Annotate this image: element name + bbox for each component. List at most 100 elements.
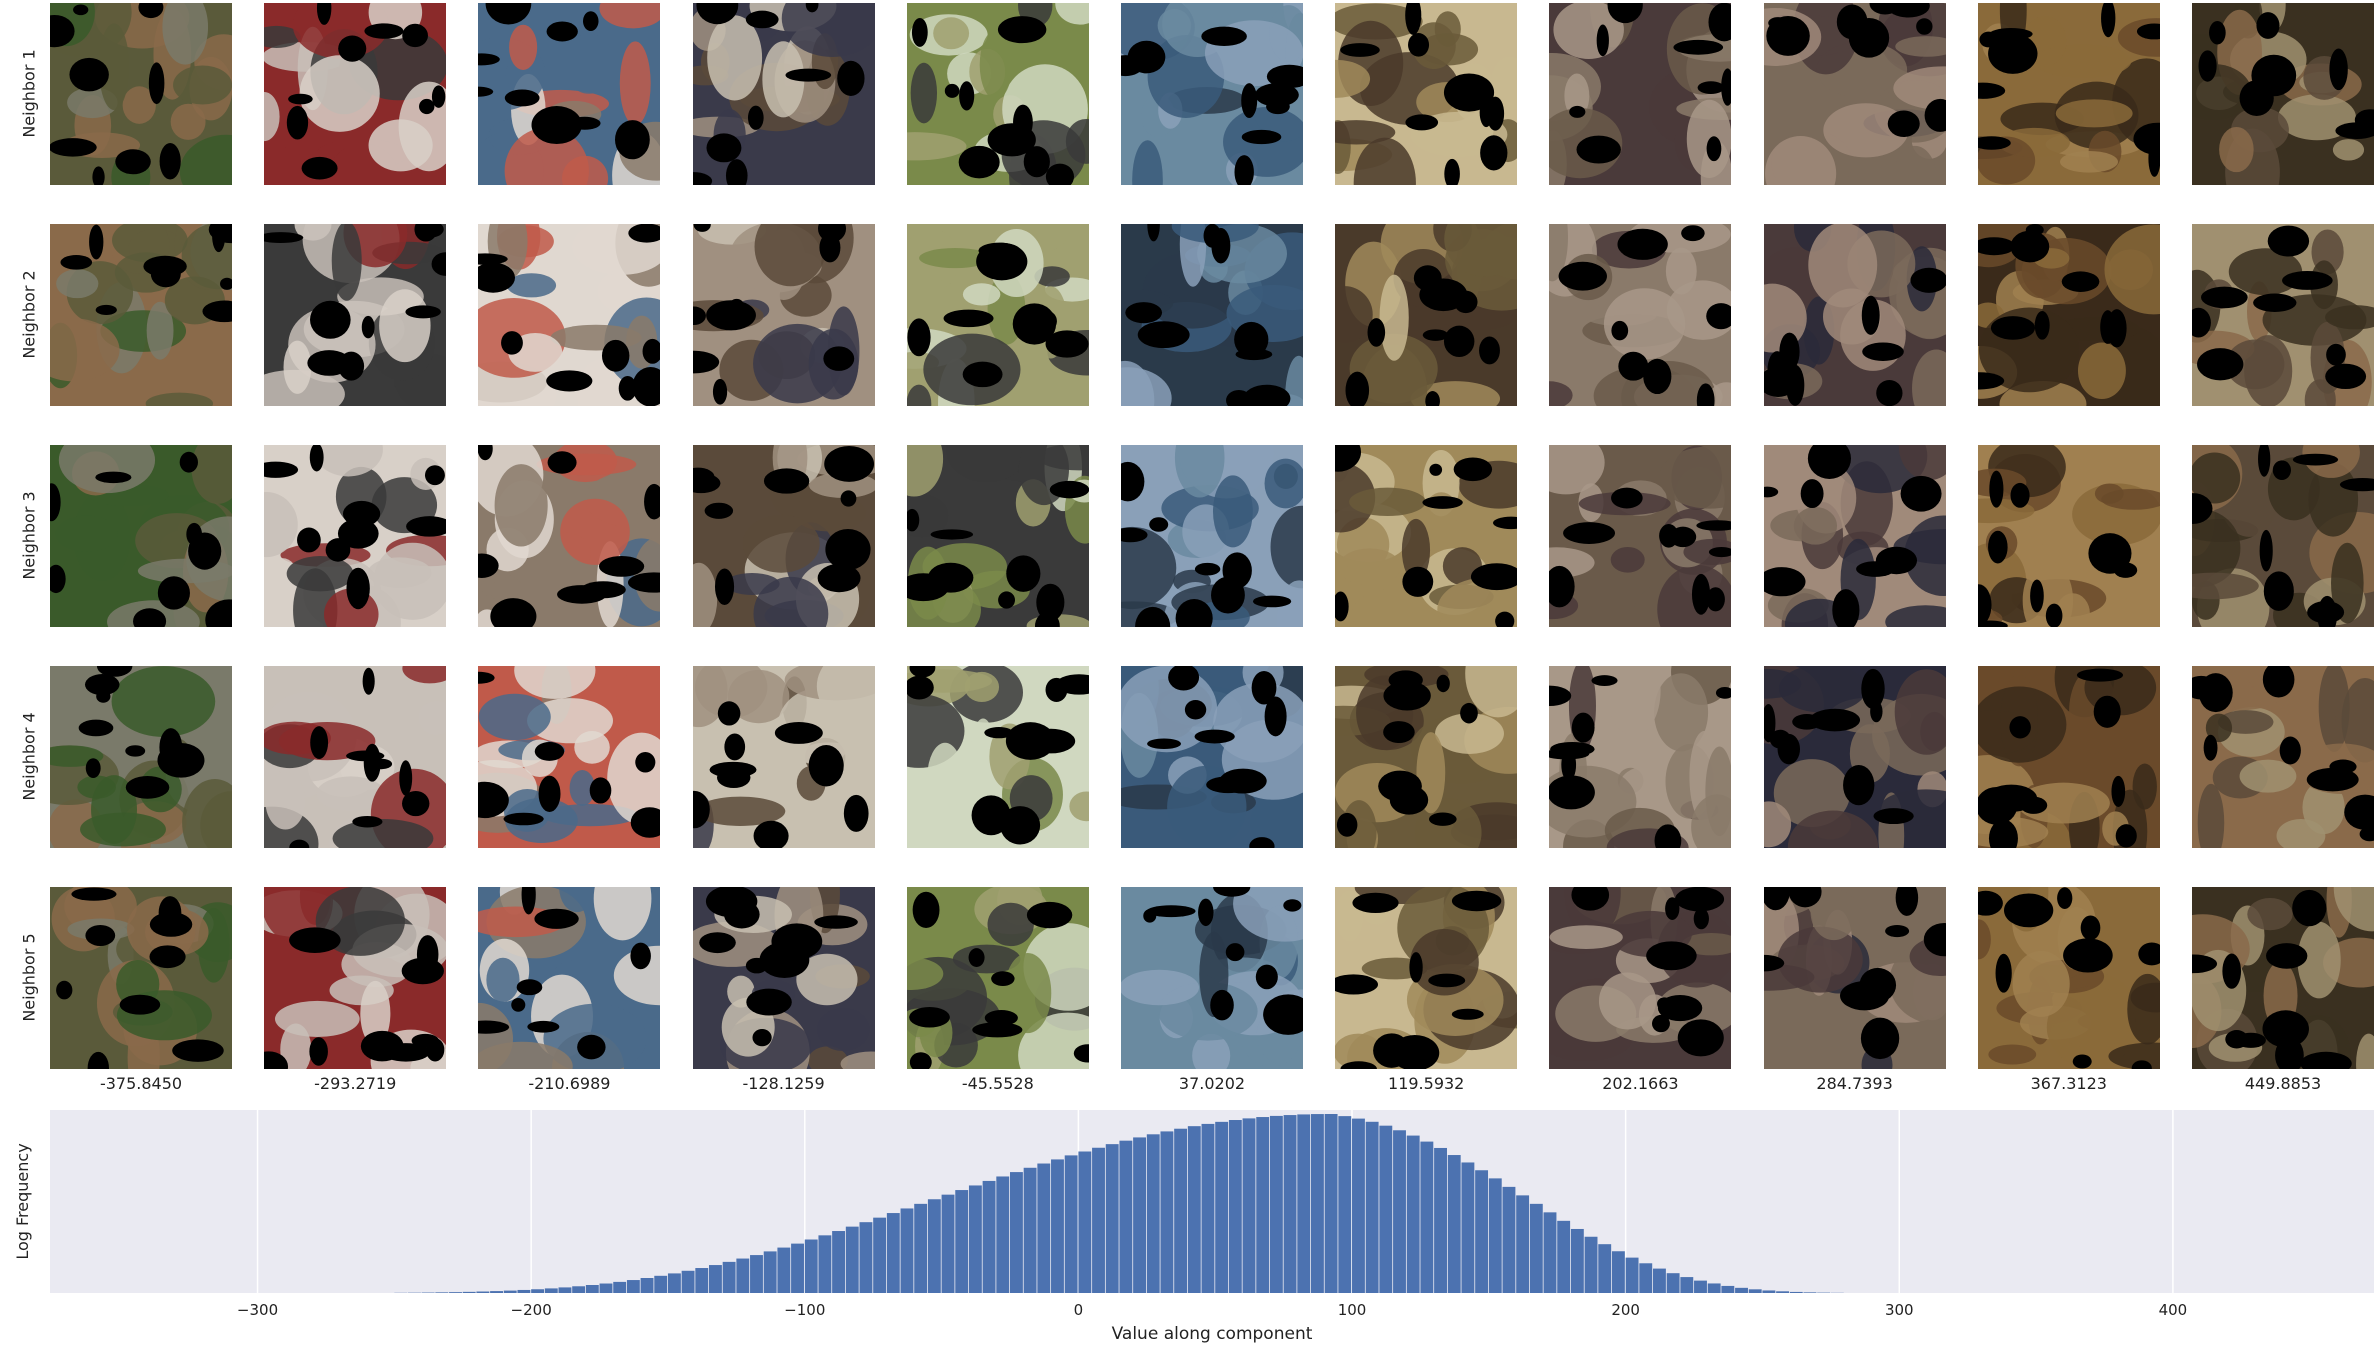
histogram-bar	[873, 1217, 887, 1293]
row-label: Neighbor 3	[19, 491, 39, 580]
histogram-bar	[1228, 1120, 1242, 1293]
neighbor-thumbnail	[1763, 224, 1946, 406]
histogram-bar	[1570, 1228, 1584, 1293]
neighbor-thumbnail	[1335, 224, 1518, 406]
histogram-bar	[1269, 1115, 1283, 1293]
neighbor-thumbnail	[2192, 887, 2374, 1069]
histogram-bar	[531, 1289, 545, 1293]
x-axis-label: Value along component	[1112, 1324, 1313, 1344]
neighbor-thumbnail	[1121, 887, 1303, 1069]
histogram-bar	[1146, 1134, 1160, 1293]
histogram-bar	[1037, 1163, 1051, 1293]
x-tick-label: 300	[1885, 1301, 1914, 1319]
histogram-bar	[558, 1287, 572, 1293]
neighbor-thumbnail	[1335, 666, 1518, 848]
row-label: Neighbor 5	[19, 933, 39, 1022]
histogram-bar	[1502, 1186, 1516, 1293]
histogram-bar	[1611, 1251, 1625, 1293]
histogram-bar	[1584, 1236, 1598, 1293]
neighbor-thumbnail	[1977, 3, 2160, 185]
neighbor-thumbnail	[264, 666, 447, 848]
histogram-bar	[1707, 1283, 1721, 1293]
histogram-bar	[462, 1291, 476, 1293]
histogram-bar	[1160, 1131, 1174, 1293]
histogram-bar	[1639, 1263, 1653, 1293]
neighbor-thumbnail	[50, 224, 232, 406]
histogram-bar	[517, 1289, 531, 1293]
histogram-bar	[763, 1251, 777, 1293]
neighbor-thumbnail	[50, 666, 232, 848]
histogram-bar	[750, 1255, 763, 1293]
neighbor-thumbnail	[1763, 445, 1946, 627]
neighbor-thumbnail	[692, 224, 875, 406]
x-tick-label: −100	[784, 1301, 825, 1319]
neighbor-thumbnail	[50, 887, 232, 1069]
neighbor-thumbnail	[1121, 666, 1303, 848]
neighbor-thumbnail	[50, 3, 232, 185]
histogram-bar	[1215, 1121, 1229, 1293]
histogram-bar	[1092, 1147, 1105, 1293]
neighbor-thumbnail	[1763, 887, 1946, 1069]
histogram-bar	[1666, 1273, 1680, 1293]
neighbor-thumbnail	[1549, 445, 1732, 627]
histogram-bar	[1543, 1212, 1557, 1293]
neighbor-thumbnail	[478, 887, 661, 1069]
neighbor-thumbnail	[1977, 445, 2160, 627]
neighbor-thumbnail	[264, 3, 447, 185]
column-value-label: -375.8450	[99, 1074, 183, 1093]
neighbor-thumbnail	[1121, 3, 1303, 185]
neighbor-thumbnail	[478, 666, 661, 848]
column-value-label: 119.5932	[1388, 1074, 1465, 1093]
histogram-bar	[1201, 1123, 1215, 1293]
column-value-label: -128.1259	[742, 1074, 825, 1093]
neighbor-thumbnail	[1121, 224, 1303, 406]
histogram-bar	[544, 1288, 558, 1293]
histogram-bar	[490, 1291, 503, 1293]
histogram-bar	[1475, 1170, 1489, 1293]
histogram-bar	[599, 1283, 613, 1293]
histogram-bar	[503, 1290, 517, 1293]
histogram-bar	[859, 1222, 873, 1293]
histogram-bar	[1447, 1155, 1461, 1293]
histogram-bar	[1557, 1220, 1571, 1293]
column-value-label: 202.1663	[1602, 1074, 1679, 1093]
neighbor-thumbnail	[1549, 3, 1732, 185]
x-tick-label: −300	[237, 1301, 278, 1319]
histogram-chart: −300 −200 −100 0 100 200 300 400 Value along com…	[13, 1110, 2374, 1344]
neighbor-grid: Neighbor 1 Neighbor 2 Neighbor 3 Neighbor 4…	[19, 3, 2374, 1093]
histogram-bar	[941, 1194, 955, 1293]
neighbor-thumbnail	[2192, 445, 2374, 627]
neighbor-thumbnail	[692, 666, 875, 848]
neighbor-thumbnail	[2192, 224, 2374, 406]
column-value-label: 37.0202	[1178, 1074, 1246, 1093]
neighbor-thumbnail	[1977, 224, 2160, 406]
neighbor-thumbnail	[906, 887, 1089, 1069]
column-value-label: 367.3123	[2030, 1074, 2107, 1093]
histogram-bar	[476, 1291, 490, 1293]
histogram-bar	[709, 1265, 722, 1293]
histogram-bar	[1133, 1137, 1147, 1293]
histogram-bar	[927, 1199, 941, 1293]
column-value-label: -210.6989	[528, 1074, 611, 1093]
histogram-bar	[1365, 1121, 1379, 1293]
neighbor-thumbnail	[1977, 887, 2160, 1069]
histogram-bar	[1735, 1287, 1748, 1293]
column-value-label: 284.7393	[1816, 1074, 1893, 1093]
column-value-label: 449.8853	[2244, 1074, 2322, 1093]
histogram-bar	[1680, 1277, 1694, 1293]
histogram-bar	[722, 1261, 736, 1293]
histogram-bar	[791, 1243, 804, 1293]
histogram-bar	[914, 1203, 928, 1293]
histogram-bar	[1187, 1126, 1201, 1293]
histogram-bar	[1064, 1155, 1078, 1293]
histogram-bar	[1488, 1178, 1502, 1293]
histogram-bar	[435, 1292, 449, 1293]
row-label: Neighbor 2	[19, 270, 39, 359]
histogram-bar	[1119, 1140, 1133, 1293]
neighbor-thumbnail	[692, 3, 875, 185]
histogram-bar	[1242, 1118, 1256, 1293]
histogram-bar	[1379, 1125, 1393, 1293]
histogram-bar	[449, 1292, 462, 1293]
y-axis-label: Log Frequency	[13, 1143, 32, 1259]
neighbor-thumbnail	[478, 3, 661, 185]
